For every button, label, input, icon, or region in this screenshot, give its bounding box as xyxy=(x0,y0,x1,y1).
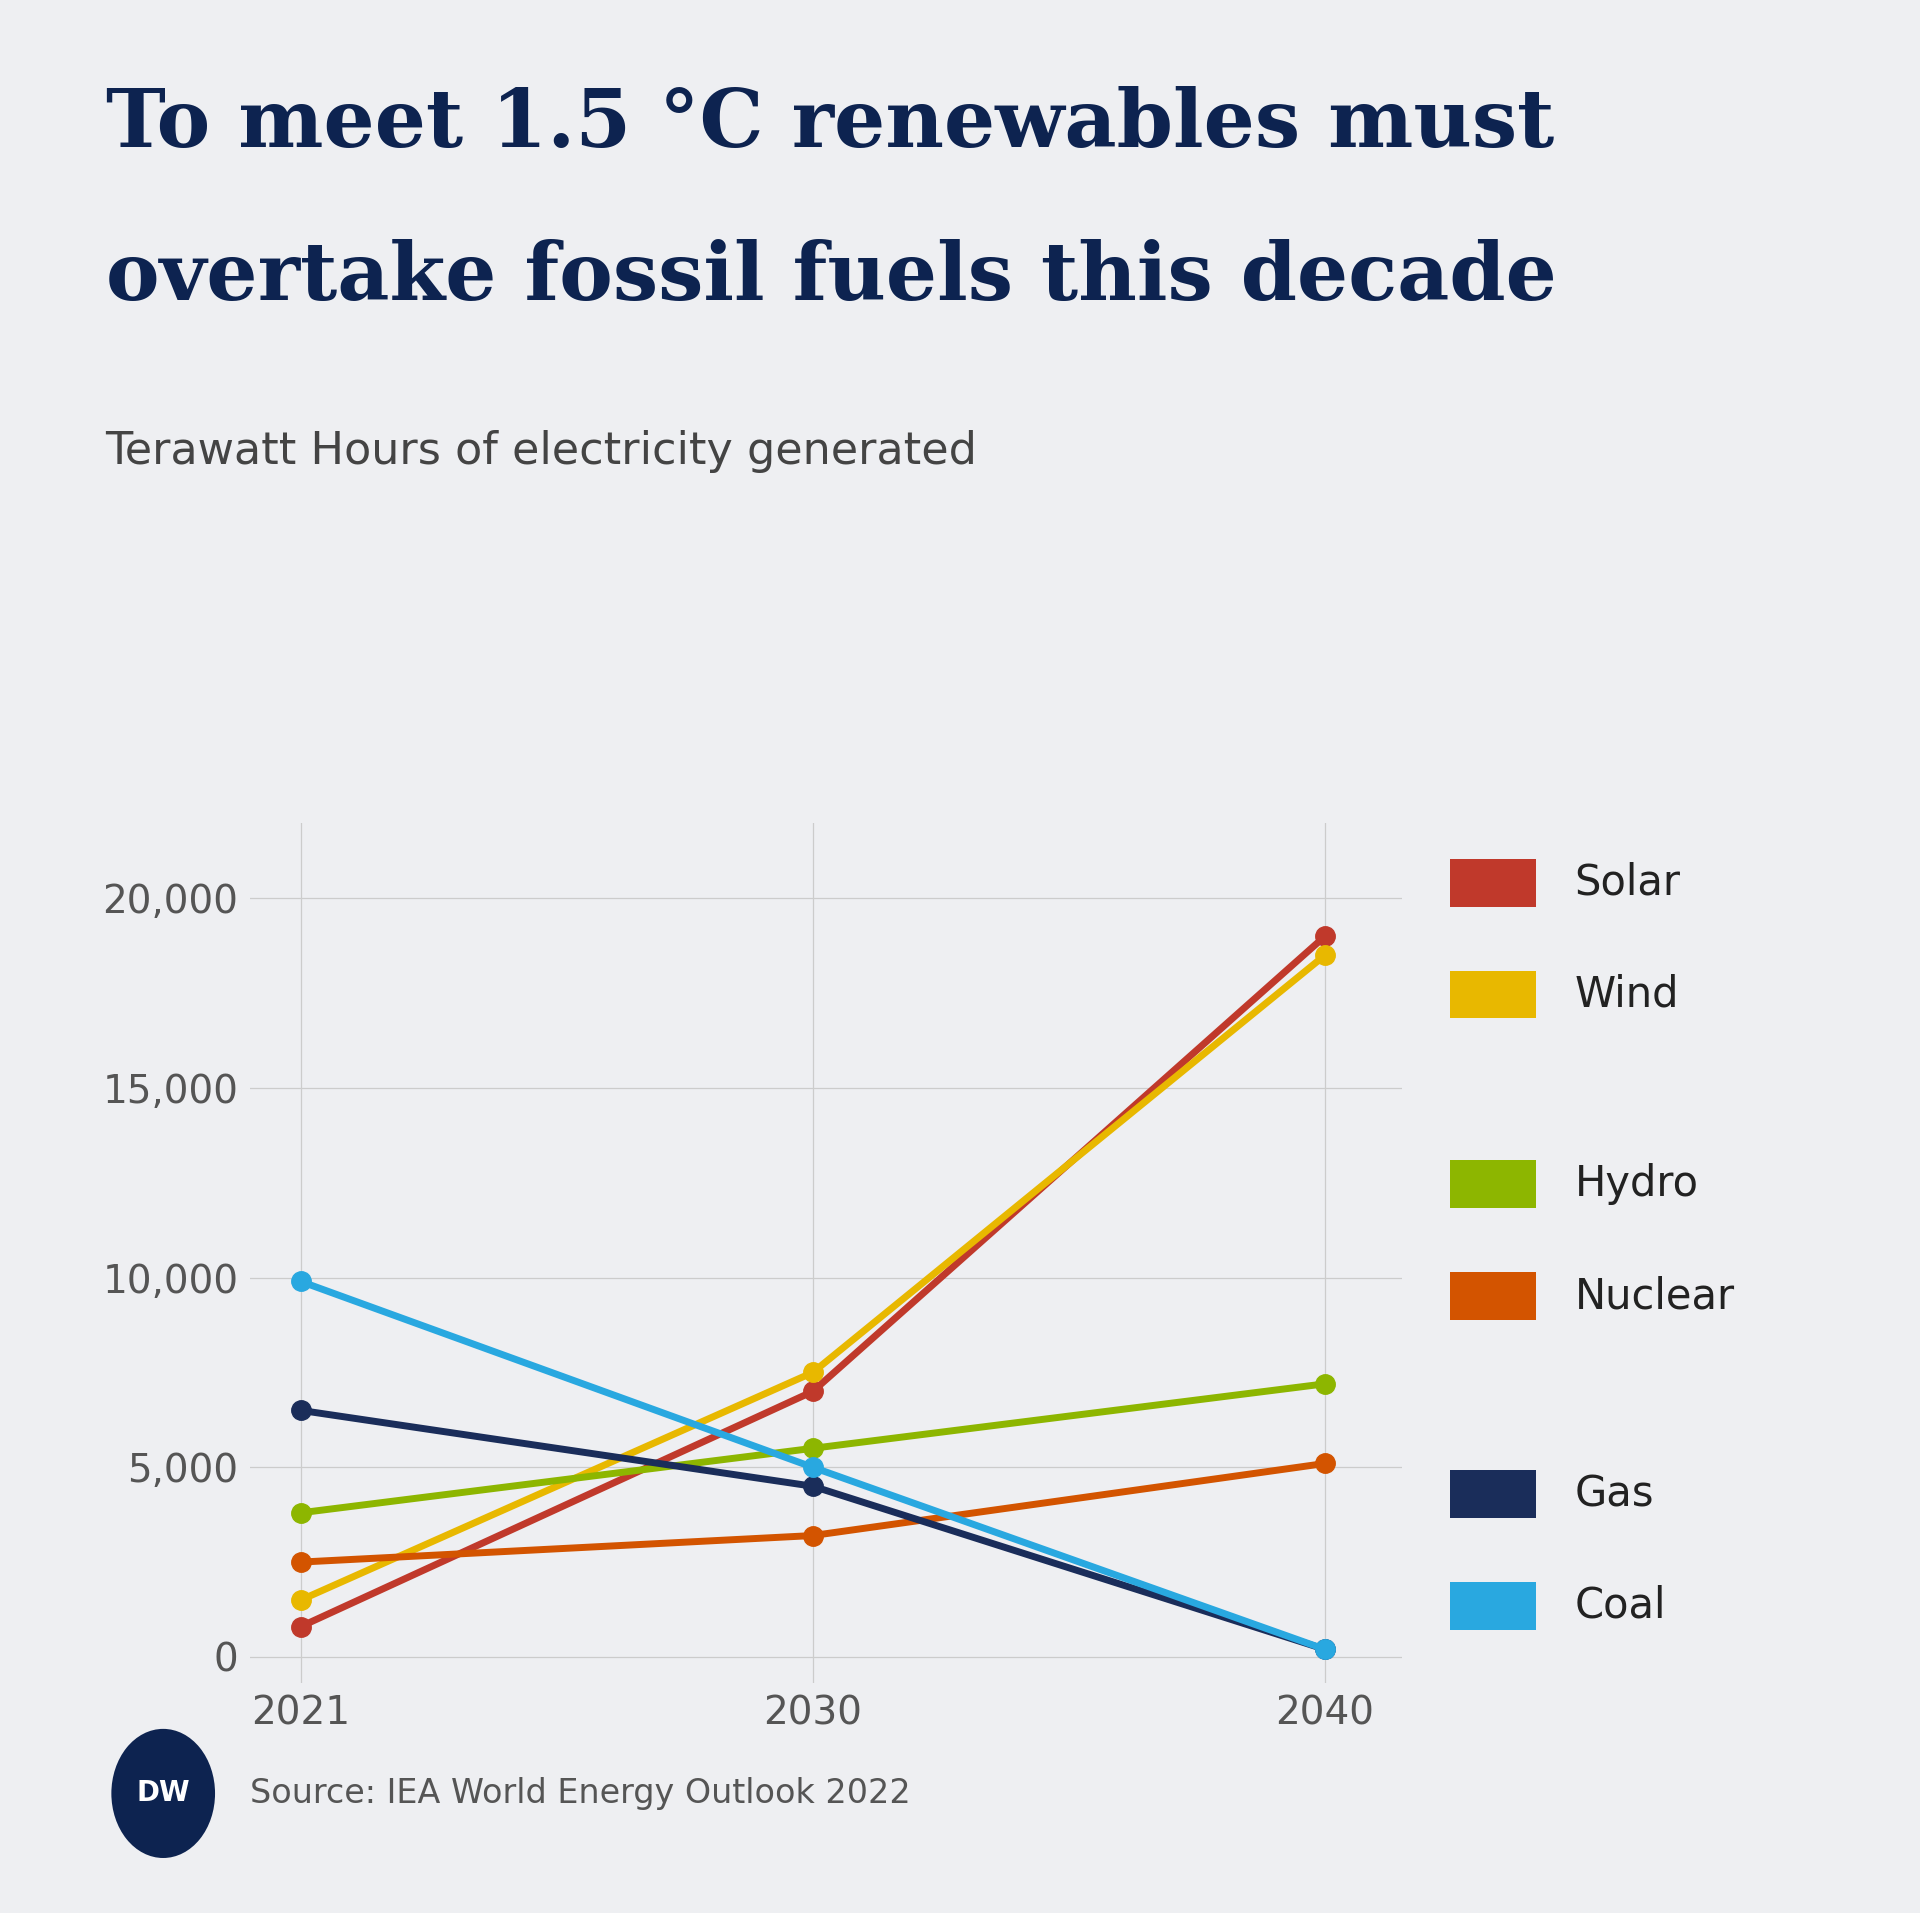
FancyBboxPatch shape xyxy=(1450,1582,1536,1630)
FancyBboxPatch shape xyxy=(1450,859,1536,907)
Text: Solar: Solar xyxy=(1574,863,1680,903)
FancyBboxPatch shape xyxy=(1450,1272,1536,1320)
Text: Nuclear: Nuclear xyxy=(1574,1276,1734,1316)
Text: DW: DW xyxy=(136,1779,190,1808)
FancyBboxPatch shape xyxy=(1450,1471,1536,1517)
Text: Wind: Wind xyxy=(1574,974,1678,1016)
Text: Terawatt Hours of electricity generated: Terawatt Hours of electricity generated xyxy=(106,430,977,473)
FancyBboxPatch shape xyxy=(1450,972,1536,1018)
Text: Coal: Coal xyxy=(1574,1586,1667,1626)
Text: To meet 1.5 °C renewables must: To meet 1.5 °C renewables must xyxy=(106,86,1553,165)
Text: Source: IEA World Energy Outlook 2022: Source: IEA World Energy Outlook 2022 xyxy=(250,1777,910,1810)
Text: overtake fossil fuels this decade: overtake fossil fuels this decade xyxy=(106,239,1557,318)
Circle shape xyxy=(111,1729,215,1858)
Text: Hydro: Hydro xyxy=(1574,1163,1699,1205)
Text: Gas: Gas xyxy=(1574,1473,1653,1515)
FancyBboxPatch shape xyxy=(1450,1161,1536,1207)
